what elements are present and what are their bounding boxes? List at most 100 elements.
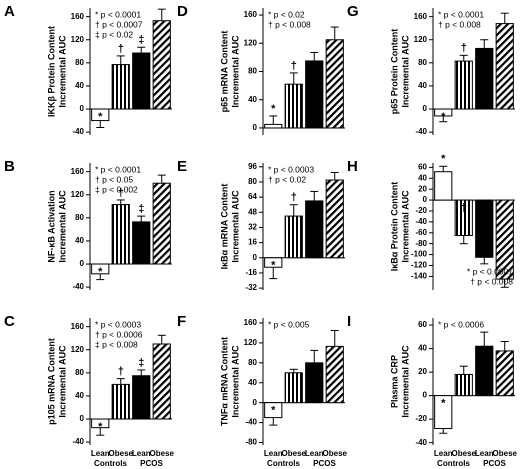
bar bbox=[264, 257, 283, 268]
bar bbox=[91, 108, 110, 122]
annotation: * p < 0.0003 bbox=[95, 319, 141, 329]
y-tick-label: -16 bbox=[245, 268, 257, 277]
y-tick-label: 160 bbox=[71, 322, 85, 331]
y-tick-label: 20 bbox=[418, 367, 427, 376]
y-tick-label: 160 bbox=[244, 10, 258, 19]
bar bbox=[305, 200, 324, 259]
y-tick-label: 0 bbox=[80, 259, 85, 268]
group-label: PCOS bbox=[313, 459, 336, 468]
significance-symbol: † bbox=[461, 42, 467, 54]
bar bbox=[152, 20, 171, 110]
annotation: † p < 0.0006 bbox=[95, 329, 143, 339]
y-tick-label: 120 bbox=[71, 35, 85, 44]
y-axis-label: Incremental AUC bbox=[400, 190, 410, 263]
y-axis-label: Plasma CRP bbox=[389, 355, 399, 408]
significance-symbol: * bbox=[271, 103, 276, 115]
x-tick-label: Obese bbox=[323, 449, 348, 458]
bar bbox=[284, 83, 303, 129]
x-tick-label: Obese bbox=[493, 449, 518, 458]
y-axis-label: p65 mRNA Content bbox=[219, 31, 229, 113]
y-axis-label: Incremental AUC bbox=[230, 35, 240, 108]
bar bbox=[325, 39, 344, 129]
bar bbox=[434, 395, 453, 430]
y-tick-label: 80 bbox=[75, 368, 84, 377]
y-tick-label: 0 bbox=[80, 414, 85, 423]
bar bbox=[305, 362, 324, 404]
y-tick-label: 80 bbox=[75, 213, 84, 222]
significance-symbol: † bbox=[118, 187, 124, 199]
significance-symbol: † bbox=[461, 202, 467, 214]
y-tick-label: 120 bbox=[71, 345, 85, 354]
significance-symbol: ‡ bbox=[138, 34, 144, 46]
y-tick-label: 60 bbox=[418, 320, 427, 329]
y-axis-label: Incremental AUC bbox=[57, 345, 67, 418]
significance-symbol: * bbox=[98, 111, 103, 123]
significance-symbol: * bbox=[441, 398, 446, 410]
annotation: † p < 0.008 bbox=[268, 19, 311, 29]
significance-symbol: * bbox=[441, 153, 446, 165]
bar bbox=[91, 418, 110, 429]
panel-letter: I bbox=[347, 313, 351, 330]
annotation: ‡ p < 0.008 bbox=[95, 339, 138, 349]
significance-symbol: † bbox=[291, 60, 297, 72]
y-axis-label: p65 Protein Content bbox=[389, 29, 399, 115]
bar bbox=[495, 199, 514, 280]
y-axis-label: Incremental AUC bbox=[57, 35, 67, 108]
y-tick-label: -100 bbox=[411, 250, 428, 259]
y-tick-label: 160 bbox=[244, 318, 258, 327]
annotation: † p < 0.0007 bbox=[95, 19, 143, 29]
annotation: * p < 0.0001 bbox=[438, 9, 484, 19]
bar bbox=[264, 123, 283, 129]
panel-letter: F bbox=[177, 313, 186, 330]
bar bbox=[284, 215, 303, 259]
y-tick-label: 0 bbox=[253, 253, 258, 262]
y-tick-label: 80 bbox=[248, 177, 257, 186]
x-tick-label: Lean bbox=[305, 449, 324, 458]
y-axis-label: IκBα mRNA Content bbox=[219, 184, 229, 270]
y-tick-label: 120 bbox=[71, 190, 85, 199]
x-tick-label: Lean bbox=[132, 449, 151, 458]
y-axis-label: IKKβ Protein Content bbox=[46, 26, 56, 117]
bar bbox=[454, 199, 473, 236]
y-tick-label: -40 bbox=[72, 127, 84, 136]
y-tick-label: -60 bbox=[415, 228, 427, 237]
annotation: † p < 0.05 bbox=[95, 174, 133, 184]
bar bbox=[91, 263, 110, 275]
panel-letter: G bbox=[347, 3, 359, 20]
panel-letter: E bbox=[177, 158, 187, 175]
significance-symbol: † bbox=[118, 43, 124, 55]
y-tick-label: -40 bbox=[415, 127, 427, 136]
y-axis-label: NF-κB Activation bbox=[46, 190, 56, 262]
y-axis-label: p105 mRNA Content bbox=[46, 338, 56, 425]
bar bbox=[111, 383, 130, 420]
annotation: † p < 0.02 bbox=[268, 174, 306, 184]
panel-letter: D bbox=[177, 3, 188, 20]
y-tick-label: -40 bbox=[72, 437, 84, 446]
bar bbox=[325, 179, 344, 259]
bar bbox=[434, 171, 453, 201]
y-tick-label: -80 bbox=[415, 239, 427, 248]
y-axis-label: Incremental AUC bbox=[57, 190, 67, 263]
bar bbox=[111, 64, 130, 110]
y-tick-label: 40 bbox=[75, 81, 84, 90]
y-tick-label: -20 bbox=[415, 206, 427, 215]
bar bbox=[454, 373, 473, 397]
x-tick-label: Obese bbox=[282, 449, 307, 458]
y-tick-label: 0 bbox=[253, 398, 258, 407]
y-axis-label: IκBα Protein Content bbox=[389, 182, 399, 272]
group-label: PCOS bbox=[140, 459, 163, 468]
bar bbox=[475, 199, 494, 258]
y-tick-label: 120 bbox=[244, 38, 258, 47]
panel-letter: A bbox=[4, 3, 15, 20]
x-tick-label: Lean bbox=[264, 449, 283, 458]
y-axis-label: Incremental AUC bbox=[400, 345, 410, 418]
y-axis-label: Incremental AUC bbox=[230, 190, 240, 263]
significance-symbol: * bbox=[271, 260, 276, 272]
x-tick-label: Lean bbox=[91, 449, 110, 458]
annotation: † p < 0.008 bbox=[438, 19, 481, 29]
y-tick-label: 120 bbox=[244, 338, 258, 347]
panel-letter: H bbox=[347, 158, 358, 175]
y-tick-label: 80 bbox=[248, 67, 257, 76]
x-tick-label: Obese bbox=[109, 449, 134, 458]
